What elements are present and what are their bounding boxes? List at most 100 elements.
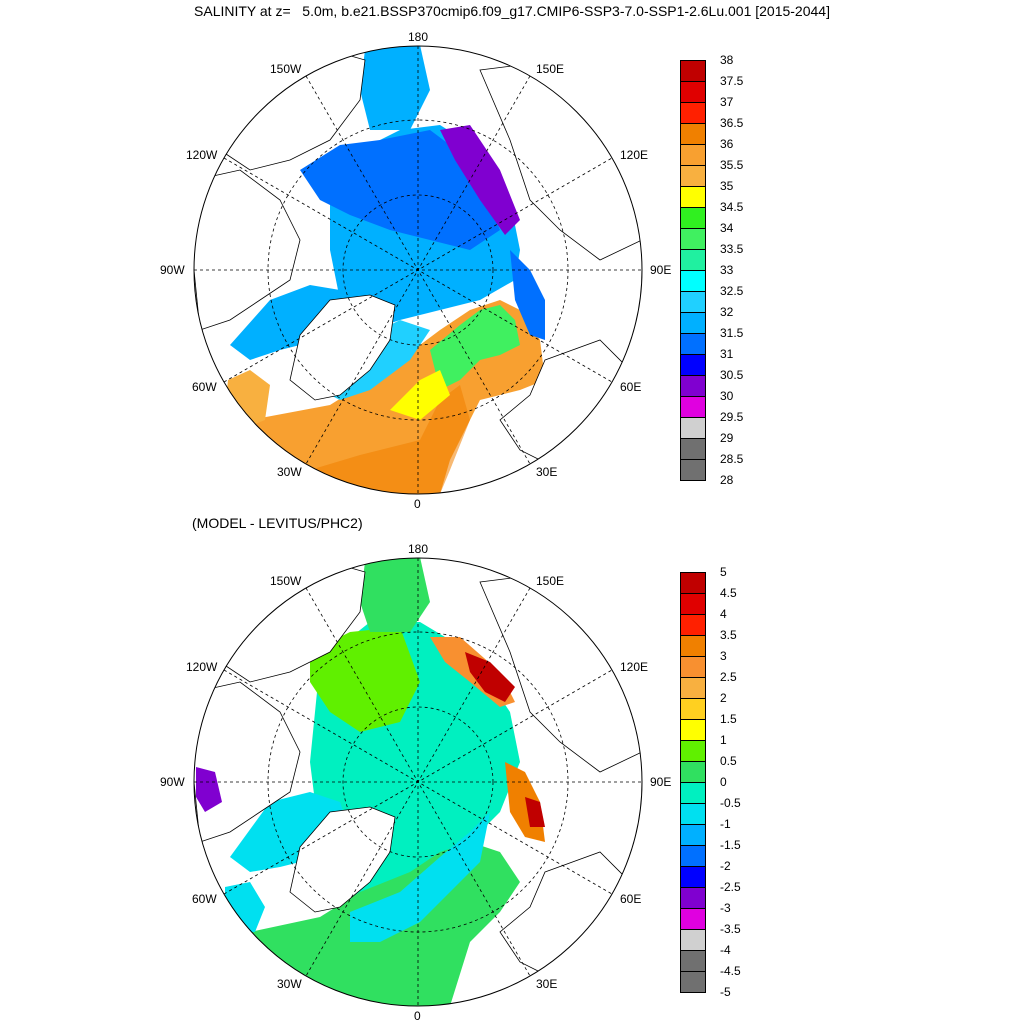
salinity-map: [193, 45, 643, 495]
diff-hudson-purple: [196, 767, 222, 812]
colorbar-swatch: [680, 207, 706, 229]
colorbar-swatch: [680, 950, 706, 972]
colorbar-tick-label: -1.5: [720, 838, 741, 852]
colorbar-tick-label: 32: [720, 305, 734, 319]
colorbar-tick-label: 3.5: [720, 628, 737, 642]
colorbar-swatch: [680, 81, 706, 103]
colorbar-swatch: [680, 186, 706, 208]
colorbar-swatch: [680, 719, 706, 741]
lon-label-90w: 90W: [160, 775, 185, 789]
lon-label-30e: 30E: [536, 977, 558, 991]
diff-pacific: [360, 558, 430, 632]
colorbar-tick-label: -5: [720, 985, 731, 999]
lon-label-30w: 30W: [277, 465, 302, 479]
lon-label-120e: 120E: [620, 660, 649, 674]
colorbar-swatch: [680, 740, 706, 762]
colorbar-swatch: [680, 270, 706, 292]
lon-label-30e: 30E: [536, 465, 558, 479]
colorbar-tick-label: 0.5: [720, 754, 737, 768]
colorbar-swatch: [680, 354, 706, 376]
difference-map-panel: 180 150E 120E 90E 60E 30E 0 30W 60W 90W …: [0, 512, 1024, 1024]
colorbar-swatch: [680, 782, 706, 804]
colorbar-tick-label: 2.5: [720, 670, 737, 684]
colorbar-tick-label: 33.5: [720, 242, 744, 256]
colorbar-tick-label: 34: [720, 221, 734, 235]
colorbar-tick-label: 0: [720, 775, 727, 789]
colorbar-swatch: [680, 396, 706, 418]
salinity-colorbar: 38 37.5 37 36.5 36 35.5 35 34.5 34 33.5 33 32.5 32 31…: [680, 53, 760, 487]
colorbar-swatch: [680, 593, 706, 615]
colorbar-swatch: [680, 60, 706, 82]
lon-label-0: 0: [414, 497, 421, 511]
colorbar-swatch: [680, 165, 706, 187]
colorbar-swatch: [680, 887, 706, 909]
lon-label-150e: 150E: [536, 574, 565, 588]
colorbar-tick-label: -4: [720, 943, 731, 957]
colorbar-tick-label: 36.5: [720, 116, 744, 130]
colorbar-swatch: [680, 656, 706, 678]
figure-title: SALINITY at z= 5.0m, b.e21.BSSP370cmip6.…: [194, 3, 830, 19]
colorbar-tick-label: 29.5: [720, 410, 744, 424]
colorbar-tick-label: 32.5: [720, 284, 744, 298]
lon-label-120w: 120W: [186, 148, 218, 162]
lon-label-150e: 150E: [536, 62, 565, 76]
difference-map: [193, 557, 643, 1007]
colorbar-swatch: [680, 375, 706, 397]
colorbar-swatch: [680, 635, 706, 657]
colorbar-swatch: [680, 845, 706, 867]
colorbar-swatch: [680, 824, 706, 846]
ocean-laptev: [510, 250, 545, 340]
land-greenland: [289, 806, 396, 913]
colorbar-swatch: [680, 677, 706, 699]
lon-label-120w: 120W: [186, 660, 218, 674]
lon-label-90w: 90W: [160, 263, 185, 277]
colorbar-tick-label: 30.5: [720, 368, 744, 382]
lon-label-60e: 60E: [620, 892, 642, 906]
colorbar-tick-label: -1: [720, 817, 731, 831]
colorbar-swatch: [680, 803, 706, 825]
colorbar-swatch: [680, 144, 706, 166]
colorbar-swatch: [680, 291, 706, 313]
colorbar-tick-label: 35: [720, 179, 734, 193]
colorbar-tick-label: 33: [720, 263, 734, 277]
colorbar-tick-label: 30: [720, 389, 734, 403]
diff-beaufort: [310, 627, 420, 732]
colorbar-tick-label: -3.5: [720, 922, 741, 936]
colorbar-swatch: [680, 929, 706, 951]
colorbar-tick-label: -4.5: [720, 964, 741, 978]
colorbar-swatch: [680, 333, 706, 355]
colorbar-swatch: [680, 614, 706, 636]
colorbar-tick-label: 31.5: [720, 326, 744, 340]
colorbar-tick-label: 5: [720, 565, 727, 579]
colorbar-swatch: [680, 572, 706, 594]
land-canada: [194, 169, 301, 331]
colorbar-tick-label: 29: [720, 431, 734, 445]
lon-label-90e: 90E: [650, 263, 672, 277]
colorbar-swatch: [680, 123, 706, 145]
colorbar-tick-label: 28.5: [720, 452, 744, 466]
ocean-pacific-inflow: [360, 46, 430, 130]
colorbar-swatch: [680, 698, 706, 720]
lon-label-120e: 120E: [620, 148, 649, 162]
ocean-beaufort: [300, 130, 500, 250]
difference-colorbar: 5 4.5 4 3.5 3 2.5 2 1.5 1 0.5 0 -0.5 -1 -1.5 -2 -2.5 -3 -…: [680, 565, 760, 999]
colorbar-swatch: [680, 866, 706, 888]
lon-label-60e: 60E: [620, 380, 642, 394]
ocean-atlantic-inner: [310, 385, 470, 494]
colorbar-swatch: [680, 438, 706, 460]
colorbar-tick-label: 37: [720, 95, 734, 109]
lon-label-180: 180: [408, 30, 429, 44]
colorbar-swatch: [680, 459, 706, 481]
colorbar-swatch: [680, 761, 706, 783]
colorbar-swatch: [680, 417, 706, 439]
colorbar-tick-label: 3: [720, 649, 727, 663]
lon-label-150w: 150W: [270, 62, 302, 76]
colorbar-swatch: [680, 908, 706, 930]
colorbar-tick-label: 38: [720, 53, 734, 67]
colorbar-tick-label: 34.5: [720, 200, 744, 214]
colorbar-tick-label: 37.5: [720, 74, 744, 88]
lon-label-0: 0: [414, 1009, 421, 1023]
colorbar-tick-label: 36: [720, 137, 734, 151]
colorbar-tick-label: 31: [720, 347, 734, 361]
colorbar-tick-label: 28: [720, 473, 734, 487]
